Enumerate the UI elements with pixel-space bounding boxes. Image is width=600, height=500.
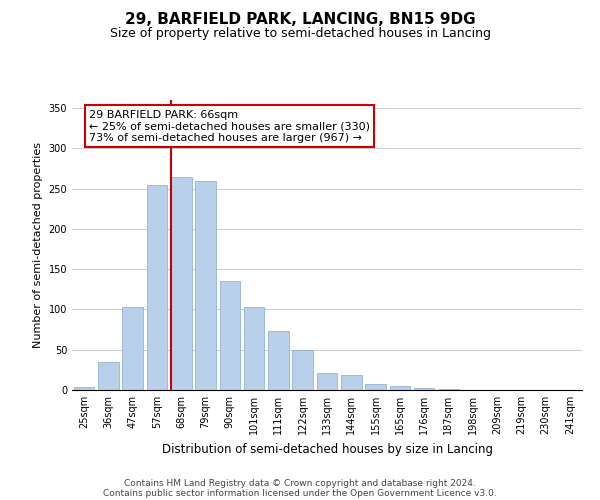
- Bar: [220, 281, 240, 390]
- Y-axis label: Number of semi-detached properties: Number of semi-detached properties: [33, 142, 43, 348]
- Bar: [122, 307, 143, 390]
- Bar: [244, 307, 265, 390]
- Bar: [414, 388, 434, 390]
- Bar: [171, 176, 191, 390]
- Bar: [317, 373, 337, 390]
- Bar: [438, 389, 459, 390]
- Bar: [74, 387, 94, 390]
- Bar: [365, 384, 386, 390]
- X-axis label: Distribution of semi-detached houses by size in Lancing: Distribution of semi-detached houses by …: [161, 442, 493, 456]
- Bar: [98, 362, 119, 390]
- Text: Contains public sector information licensed under the Open Government Licence v3: Contains public sector information licen…: [103, 488, 497, 498]
- Bar: [292, 350, 313, 390]
- Text: Contains HM Land Registry data © Crown copyright and database right 2024.: Contains HM Land Registry data © Crown c…: [124, 478, 476, 488]
- Text: 29 BARFIELD PARK: 66sqm
← 25% of semi-detached houses are smaller (330)
73% of s: 29 BARFIELD PARK: 66sqm ← 25% of semi-de…: [89, 110, 370, 143]
- Bar: [146, 184, 167, 390]
- Text: 29, BARFIELD PARK, LANCING, BN15 9DG: 29, BARFIELD PARK, LANCING, BN15 9DG: [125, 12, 475, 28]
- Text: Size of property relative to semi-detached houses in Lancing: Size of property relative to semi-detach…: [110, 28, 491, 40]
- Bar: [268, 331, 289, 390]
- Bar: [341, 374, 362, 390]
- Bar: [195, 180, 216, 390]
- Bar: [389, 386, 410, 390]
